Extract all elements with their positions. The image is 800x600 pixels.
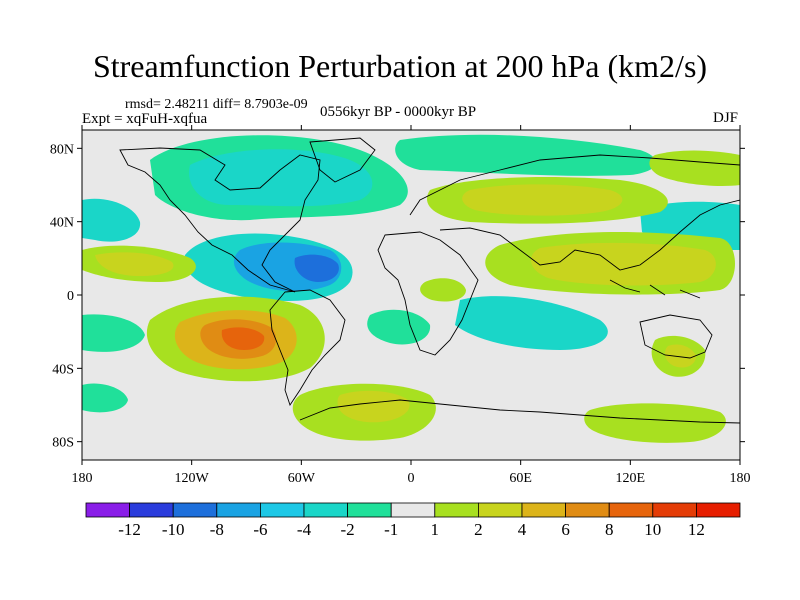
x-tick-label: 120W: [175, 471, 210, 486]
chart-title: Streamfunction Perturbation at 200 hPa (…: [92, 48, 708, 84]
contour-positive-tasman-inner: [664, 344, 696, 368]
contour-negative-south-pacific: [82, 314, 145, 352]
y-tick-label: 80N: [50, 142, 74, 157]
coastline-north-america: [119, 147, 321, 293]
contour-positive-south-of-australia: [584, 403, 726, 443]
contour-negative-caribbean-core: [294, 254, 339, 282]
contour-positive-tropical-atlantic: [420, 278, 466, 302]
colorbar-swatch: [347, 502, 392, 518]
x-tick-label: 60E: [509, 471, 532, 486]
contour-positive-asia-inner: [530, 242, 716, 286]
colorbar-swatch: [85, 502, 130, 518]
colorbar-swatch: [172, 502, 218, 518]
colorbar-swatch: [565, 502, 610, 518]
colorbar-swatch: [216, 502, 261, 518]
x-tick-label: 120E: [616, 471, 646, 486]
contour-negative-eurasia-north: [395, 134, 657, 176]
colorbar-swatch: [608, 502, 654, 518]
colorbar-label: 1: [431, 520, 440, 539]
colorbar-swatch: [696, 502, 741, 518]
y-tick-label: 40N: [50, 216, 74, 231]
colorbar-swatch: [521, 502, 566, 518]
colorbar-label: -12: [118, 520, 141, 539]
colorbar-label: 8: [605, 520, 614, 539]
colorbar-label: -8: [210, 520, 224, 539]
y-axis: 80N 40N 0 40S 80S: [50, 142, 745, 451]
colorbar-label: 10: [644, 520, 661, 539]
coastline-eurasia: [409, 154, 740, 271]
coastline-south-america: [269, 289, 346, 407]
colorbar-swatch: [129, 502, 174, 518]
colorbar-label: 4: [518, 520, 527, 539]
x-tick-label: 180: [72, 471, 93, 486]
colorbar-swatch: [303, 502, 348, 518]
contour-positive-southern-ocean-inner: [337, 390, 410, 423]
y-tick-label: 0: [67, 289, 74, 304]
colorbar-label: -2: [341, 520, 355, 539]
colorbar-swatch: [477, 502, 523, 518]
experiment-text: Expt = xqFuH-xqfua: [82, 111, 208, 127]
colorbar-swatch: [652, 502, 697, 518]
contour-field: [82, 134, 740, 443]
coastlines: [119, 137, 740, 424]
coastline-australia: [639, 314, 713, 359]
coastline-maritime-continent: [609, 279, 701, 299]
x-axis: 180 120W 60W 0 60E 120E 180: [72, 125, 751, 486]
coastline-africa: [377, 231, 479, 356]
contour-negative-southern-west: [82, 383, 128, 413]
contour-negative-north-atlantic-inner: [189, 149, 373, 207]
contour-positive-north-pacific-inner: [95, 252, 174, 276]
x-tick-label: 60W: [288, 471, 316, 486]
contour-positive-europe-inner: [462, 184, 623, 216]
colorbar-swatch: [259, 502, 305, 518]
colorbar: -12 -10 -8 -6 -4 -2 -1 1 2 4 6 8 10 12: [85, 502, 741, 539]
contour-positive-south-america-core: [221, 327, 265, 350]
colorbar-swatch: [390, 502, 436, 518]
colorbar-label: 12: [688, 520, 705, 539]
contour-negative-south-indian: [455, 296, 608, 350]
colorbar-label: 2: [474, 520, 483, 539]
stats-text: rmsd= 2.48211 diff= 8.7903e-09: [125, 97, 308, 112]
colorbar-label: -10: [162, 520, 185, 539]
colorbar-swatch: [434, 502, 479, 518]
period-text: 0556kyr BP - 0000kyr BP: [320, 104, 477, 120]
y-tick-label: 40S: [52, 362, 74, 377]
colorbar-label: 6: [561, 520, 570, 539]
x-tick-label: 180: [730, 471, 751, 486]
coastline-antarctica: [299, 399, 740, 424]
colorbar-label: -4: [297, 520, 312, 539]
x-tick-label: 0: [408, 471, 415, 486]
contour-negative-pacific-west: [82, 198, 141, 242]
y-tick-label: 80S: [52, 436, 74, 451]
season-text: DJF: [713, 110, 739, 126]
colorbar-label: -6: [253, 520, 267, 539]
coastline-greenland: [309, 137, 376, 183]
colorbar-label: -1: [384, 520, 398, 539]
